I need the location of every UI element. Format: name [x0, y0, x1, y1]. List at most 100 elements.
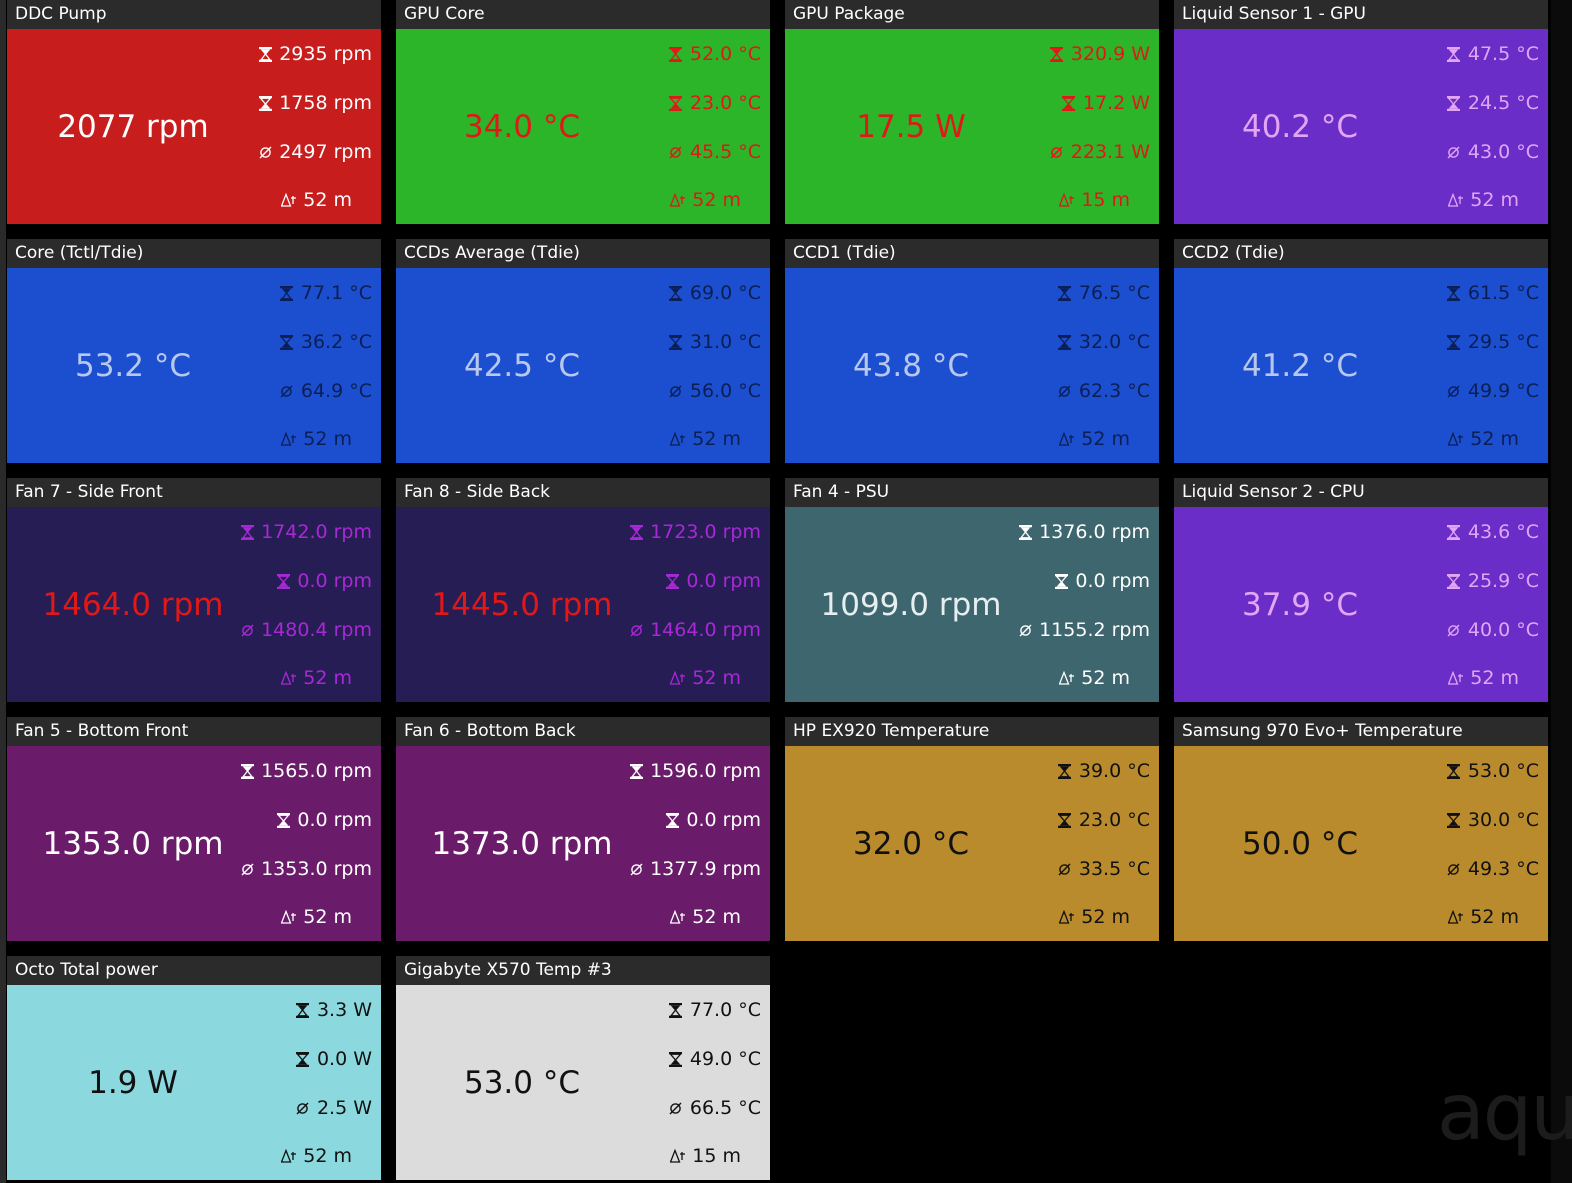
duration-stat: 52 m [669, 188, 741, 212]
sensor-tile[interactable]: DDC Pump 2077 rpm 2935 rpm 1758 rpm 2497 rpm… [7, 0, 381, 224]
tile-title: Octo Total power [7, 956, 381, 985]
sensor-tile[interactable]: Fan 6 - Bottom Back 1373.0 rpm 1596.0 rpm 0… [396, 717, 770, 941]
duration-stat: 52 m [280, 188, 352, 212]
tile-body: 1373.0 rpm 1596.0 rpm 0.0 rpm 1377.9 rpm 52 … [396, 746, 770, 941]
min-stat: 23.0 °C [1056, 808, 1150, 832]
sensor-tile[interactable]: Octo Total power 1.9 W 3.3 W 0.0 W 2.5 W 52 m [7, 956, 381, 1180]
sensor-tile[interactable]: Liquid Sensor 2 - CPU 37.9 °C 43.6 °C 25.9 … [1174, 478, 1548, 702]
average-value: 2.5 W [316, 1097, 372, 1119]
average-value: 1353.0 rpm [261, 858, 372, 880]
duration-stat: 52 m [669, 905, 741, 929]
max-value: 77.0 °C [689, 999, 761, 1021]
tile-body: 2077 rpm 2935 rpm 1758 rpm 2497 rpm 52 m [7, 29, 381, 224]
max-hourglass-icon [667, 284, 685, 302]
current-value: 1445.0 rpm [431, 586, 613, 623]
max-hourglass-icon [667, 45, 685, 63]
average-icon [627, 621, 645, 639]
average-value: 66.5 °C [689, 1097, 761, 1119]
max-hourglass-icon [1016, 523, 1034, 541]
duration-stat: 52 m [1447, 188, 1519, 212]
average-icon [1445, 860, 1463, 878]
sensor-tile[interactable]: Gigabyte X570 Temp #3 53.0 °C 77.0 °C 49.0 … [396, 956, 770, 1180]
tile-body: 1353.0 rpm 1565.0 rpm 0.0 rpm 1353.0 rpm 52 … [7, 746, 381, 941]
min-hourglass-icon [1056, 811, 1074, 829]
delta-time-icon [1058, 430, 1076, 448]
delta-time-icon [1447, 669, 1465, 687]
sensor-tile[interactable]: Core (Tctl/Tdie) 53.2 °C 77.1 °C 36.2 °C 64.… [7, 239, 381, 463]
min-hourglass-icon [1445, 572, 1463, 590]
scrollbar-track[interactable] [1551, 0, 1572, 1183]
sensor-tile[interactable]: Fan 4 - PSU 1099.0 rpm 1376.0 rpm 0.0 rpm 11… [785, 478, 1159, 702]
max-hourglass-icon [1445, 523, 1463, 541]
average-icon [238, 621, 256, 639]
average-icon [667, 1099, 685, 1117]
duration-stat: 52 m [669, 427, 741, 451]
duration-stat: 52 m [1058, 666, 1130, 690]
tile-body: 1445.0 rpm 1723.0 rpm 0.0 rpm 1464.0 rpm 52 … [396, 507, 770, 702]
min-stat: 36.2 °C [278, 330, 372, 354]
max-value: 52.0 °C [689, 43, 761, 65]
delta-time-icon [669, 908, 687, 926]
delta-time-icon [669, 1147, 687, 1165]
max-value: 320.9 W [1070, 43, 1150, 65]
max-hourglass-icon [238, 762, 256, 780]
average-stat: 1155.2 rpm [1016, 618, 1150, 642]
duration-value: 52 m [1470, 906, 1519, 928]
sensor-tile[interactable]: CCD2 (Tdie) 41.2 °C 61.5 °C 29.5 °C 49.9 °C 5… [1174, 239, 1548, 463]
average-value: 40.0 °C [1467, 619, 1539, 641]
duration-stat: 52 m [280, 905, 352, 929]
tile-body: 40.2 °C 47.5 °C 24.5 °C 43.0 °C 52 m [1174, 29, 1548, 224]
sensor-tile[interactable]: GPU Package 17.5 W 320.9 W 17.2 W 223.1 W 15 … [785, 0, 1159, 224]
sensor-tile[interactable]: Samsung 970 Evo+ Temperature 50.0 °C 53.0 … [1174, 717, 1548, 941]
tile-title: CCDs Average (Tdie) [396, 239, 770, 268]
average-value: 56.0 °C [689, 380, 761, 402]
average-value: 64.9 °C [300, 380, 372, 402]
average-stat: 49.3 °C [1445, 857, 1539, 881]
current-value: 1353.0 rpm [42, 825, 224, 862]
average-icon [294, 1099, 312, 1117]
min-value: 0.0 rpm [1075, 570, 1150, 592]
average-stat: 1377.9 rpm [627, 857, 761, 881]
delta-time-icon [280, 908, 298, 926]
max-stat: 39.0 °C [1056, 759, 1150, 783]
average-value: 1155.2 rpm [1039, 619, 1150, 641]
sensor-tile[interactable]: HP EX920 Temperature 32.0 °C 39.0 °C 23.0 °… [785, 717, 1159, 941]
duration-stat: 52 m [1447, 905, 1519, 929]
current-value: 40.2 °C [1241, 108, 1359, 145]
duration-value: 52 m [303, 667, 352, 689]
delta-time-icon [280, 1147, 298, 1165]
current-value: 1464.0 rpm [42, 586, 224, 623]
max-hourglass-icon [627, 523, 645, 541]
sensor-tile[interactable]: CCD1 (Tdie) 43.8 °C 76.5 °C 32.0 °C 62.3 °C 5… [785, 239, 1159, 463]
tile-body: 43.8 °C 76.5 °C 32.0 °C 62.3 °C 52 m [785, 268, 1159, 463]
average-icon [1445, 143, 1463, 161]
min-value: 32.0 °C [1078, 331, 1150, 353]
max-stat: 3.3 W [294, 998, 372, 1022]
max-stat: 1742.0 rpm [238, 520, 372, 544]
average-stat: 223.1 W [1048, 140, 1150, 164]
min-stat: 0.0 rpm [274, 569, 372, 593]
sensor-tile[interactable]: Fan 7 - Side Front 1464.0 rpm 1742.0 rpm 0.… [7, 478, 381, 702]
duration-stat: 52 m [1447, 666, 1519, 690]
current-value: 32.0 °C [852, 825, 970, 862]
average-icon [238, 860, 256, 878]
average-stat: 2497 rpm [256, 140, 372, 164]
current-value: 2077 rpm [57, 108, 209, 145]
tile-title: DDC Pump [7, 0, 381, 29]
sensor-tile[interactable]: Fan 8 - Side Back 1445.0 rpm 1723.0 rpm 0.0… [396, 478, 770, 702]
min-stat: 25.9 °C [1445, 569, 1539, 593]
sensor-tile[interactable]: Liquid Sensor 1 - GPU 40.2 °C 47.5 °C 24.5 … [1174, 0, 1548, 224]
sensor-tile[interactable]: GPU Core 34.0 °C 52.0 °C 23.0 °C 45.5 °C 52 m [396, 0, 770, 224]
min-stat: 31.0 °C [667, 330, 761, 354]
average-icon [1056, 382, 1074, 400]
max-hourglass-icon [1056, 284, 1074, 302]
duration-stat: 52 m [1058, 905, 1130, 929]
delta-time-icon [1447, 430, 1465, 448]
sensor-tile[interactable]: CCDs Average (Tdie) 42.5 °C 69.0 °C 31.0 °C… [396, 239, 770, 463]
average-value: 1480.4 rpm [261, 619, 372, 641]
tile-body: 1464.0 rpm 1742.0 rpm 0.0 rpm 1480.4 rpm 52 … [7, 507, 381, 702]
current-value: 1099.0 rpm [820, 586, 1002, 623]
tile-body: 53.0 °C 77.0 °C 49.0 °C 66.5 °C 15 m [396, 985, 770, 1180]
sensor-tile[interactable]: Fan 5 - Bottom Front 1353.0 rpm 1565.0 rpm… [7, 717, 381, 941]
min-hourglass-icon [256, 94, 274, 112]
